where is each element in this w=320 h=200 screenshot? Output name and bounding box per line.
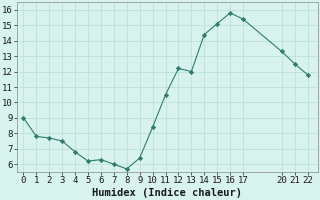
- X-axis label: Humidex (Indice chaleur): Humidex (Indice chaleur): [92, 188, 243, 198]
